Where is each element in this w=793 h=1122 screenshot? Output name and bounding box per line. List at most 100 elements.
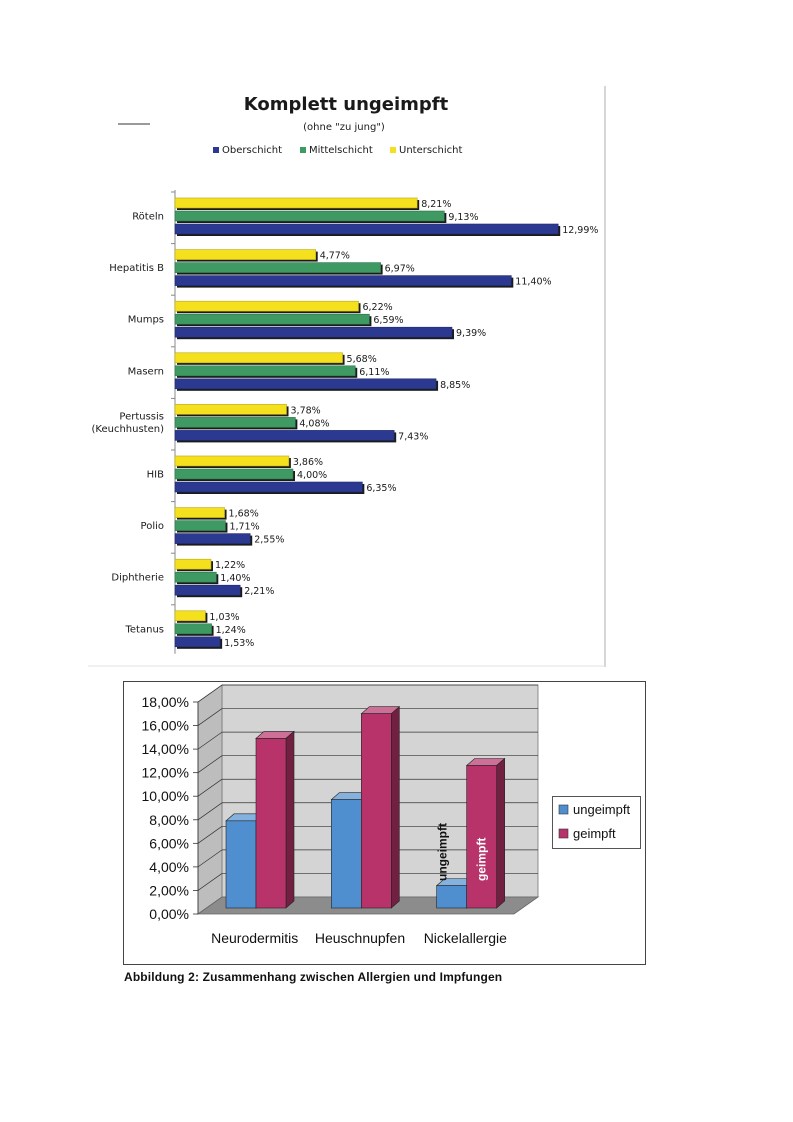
bar-geimpft-nickelallergie: [466, 765, 497, 909]
gridline-side: [197, 731, 223, 750]
bar-oberschicht-pertussis-keuchhusten: [174, 430, 395, 441]
chart-plot-area: Röteln 8,21% 9,13% 12,99% Hepatitis B 4,77% 6,…: [92, 190, 598, 654]
chart-plot-area: 0,00% 2,00% 4,00% 6,00% 8,00% 10,00% 12,00% 14,…: [142, 684, 540, 946]
data-label-oberschicht-polio: 2,55%: [254, 535, 284, 546]
data-label-unterschicht-diphtherie: 1,22%: [215, 560, 245, 571]
side-wall: [197, 684, 223, 915]
chart-legend: ungeimpft geimpft: [552, 796, 641, 849]
data-label-mittelschicht-masern: 6,11%: [359, 367, 389, 378]
bar-side-geimpft-heuschnupfen: [391, 706, 400, 909]
bar-mittelschicht-diphtherie: [174, 571, 217, 583]
data-label-mittelschicht-mumps: 6,59%: [373, 315, 403, 326]
legend-label-ungeimpft: ungeimpft: [573, 802, 630, 817]
legend-label-unterschicht: Unterschicht: [399, 145, 463, 156]
y-tick-label: 4,00%: [149, 859, 189, 875]
bar-oberschicht-hib: [174, 481, 363, 493]
legend-swatch-unterschicht: [390, 147, 396, 153]
bar-mittelschicht-tetanus: [174, 623, 212, 635]
data-label-unterschicht-pertussis-keuchhusten: 3,78%: [291, 405, 321, 416]
y-tick-label: 2,00%: [149, 882, 189, 898]
bar-oberschicht-polio: [174, 533, 251, 544]
bar-oberschicht-r-teln: [174, 223, 559, 235]
category-label-tetanus: Tetanus: [125, 624, 165, 635]
bar-unterschicht-diphtherie: [174, 558, 212, 570]
data-label-unterschicht-mumps: 6,22%: [362, 302, 392, 313]
chart-legend: Oberschicht Mittelschicht Unterschicht: [213, 145, 463, 156]
legend-swatch-mittelschicht: [300, 147, 306, 153]
data-label-unterschicht-tetanus: 1,03%: [209, 612, 239, 623]
data-label-mittelschicht-tetanus: 1,24%: [216, 625, 246, 636]
category-label-pertussis-keuchhusten: (Keuchhusten): [92, 424, 165, 435]
data-label-oberschicht-diphtherie: 2,21%: [244, 586, 274, 597]
data-label-mittelschicht-r-teln: 9,13%: [448, 212, 478, 223]
bar-mittelschicht-r-teln: [174, 210, 445, 222]
bar-ungeimpft-heuschnupfen: [331, 799, 362, 909]
legend-swatch-oberschicht: [213, 147, 219, 153]
gridline-side: [197, 708, 223, 726]
bar-ungeimpft-neurodermitis: [225, 820, 257, 909]
annotation-geimpft: geimpft: [475, 838, 489, 881]
bar-mittelschicht-mumps: [174, 313, 370, 325]
bar-mittelschicht-hepatitis-b: [174, 262, 381, 273]
category-label-mumps: Mumps: [128, 315, 164, 326]
x-tick-label-heuschnupfen: Heuschnupfen: [315, 930, 405, 946]
figure-caption: Abbildung 2: Zusammenhang zwischen Aller…: [124, 970, 503, 984]
bar-geimpft-neurodermitis: [255, 738, 287, 909]
y-tick-label: 10,00%: [142, 788, 189, 804]
category-label-hepatitis-b: Hepatitis B: [109, 263, 164, 274]
data-label-oberschicht-pertussis-keuchhusten: 7,43%: [398, 431, 428, 442]
bar-unterschicht-hepatitis-b: [174, 249, 317, 260]
category-label-r-teln: Röteln: [132, 212, 164, 223]
bar-oberschicht-diphtherie: [174, 584, 241, 596]
bar-oberschicht-tetanus: [174, 636, 221, 648]
y-tick-label: 0,00%: [149, 906, 189, 922]
gridline-side: [197, 849, 223, 868]
bar-geimpft-heuschnupfen: [361, 713, 392, 909]
x-tick-label-neurodermitis: Neurodermitis: [211, 930, 298, 946]
chart-komplett-ungeimpft: Komplett ungeimpft (ohne "zu jung") Ober…: [88, 86, 606, 667]
data-label-unterschicht-hib: 3,86%: [293, 457, 323, 468]
bar-ungeimpft-nickelallergie: [436, 885, 467, 909]
data-label-oberschicht-masern: 8,85%: [440, 380, 470, 391]
data-label-oberschicht-mumps: 9,39%: [456, 328, 486, 339]
bar-side-geimpft-nickelallergie: [496, 757, 505, 909]
gridline-side: [197, 873, 223, 891]
chart-allergien-impfungen: 0,00% 2,00% 4,00% 6,00% 8,00% 10,00% 12,00% 14,…: [123, 681, 646, 965]
y-tick-label: 8,00%: [149, 812, 189, 828]
data-label-mittelschicht-hepatitis-b: 6,97%: [385, 264, 415, 275]
gridline-side: [197, 755, 223, 773]
bar-unterschicht-pertussis-keuchhusten: [174, 404, 287, 415]
gridline-side: [197, 802, 223, 821]
bar-oberschicht-masern: [174, 378, 437, 390]
data-label-oberschicht-r-teln: 12,99%: [562, 225, 598, 236]
legend-swatch-ungeimpft: [558, 804, 569, 815]
legend-swatch-geimpft: [558, 828, 569, 839]
chart-panel-komplett-ungeimpft: Komplett ungeimpft (ohne "zu jung") Ober…: [88, 84, 608, 667]
legend-label-geimpft: geimpft: [573, 826, 616, 841]
data-label-unterschicht-hepatitis-b: 4,77%: [320, 251, 350, 262]
chart-title: Komplett ungeimpft: [244, 94, 449, 115]
bar-side-geimpft-neurodermitis: [285, 730, 295, 909]
data-label-mittelschicht-diphtherie: 1,40%: [220, 573, 250, 584]
y-tick-label: 14,00%: [142, 741, 189, 757]
gridline-side: [197, 684, 223, 703]
data-label-oberschicht-hepatitis-b: 11,40%: [515, 277, 551, 288]
data-label-mittelschicht-hib: 4,00%: [297, 470, 327, 481]
bar-unterschicht-mumps: [174, 300, 359, 312]
y-tick-label: 12,00%: [142, 765, 189, 781]
data-label-unterschicht-polio: 1,68%: [229, 509, 259, 520]
category-label-pertussis-keuchhusten: Pertussis: [119, 412, 164, 423]
bar-mittelschicht-pertussis-keuchhusten: [174, 417, 296, 428]
data-label-mittelschicht-pertussis-keuchhusten: 4,08%: [299, 418, 329, 429]
y-tick-label: 16,00%: [142, 718, 189, 734]
legend-label-oberschicht: Oberschicht: [222, 145, 282, 156]
category-label-polio: Polio: [141, 521, 164, 532]
data-label-mittelschicht-polio: 1,71%: [229, 522, 259, 533]
bar-unterschicht-polio: [174, 507, 225, 518]
data-label-oberschicht-tetanus: 1,53%: [224, 638, 254, 649]
data-label-oberschicht-hib: 6,35%: [366, 483, 396, 494]
bar-unterschicht-tetanus: [174, 610, 206, 622]
bar-mittelschicht-masern: [174, 365, 356, 377]
gridline-side: [197, 778, 223, 797]
category-label-diphtherie: Diphtherie: [111, 573, 164, 584]
